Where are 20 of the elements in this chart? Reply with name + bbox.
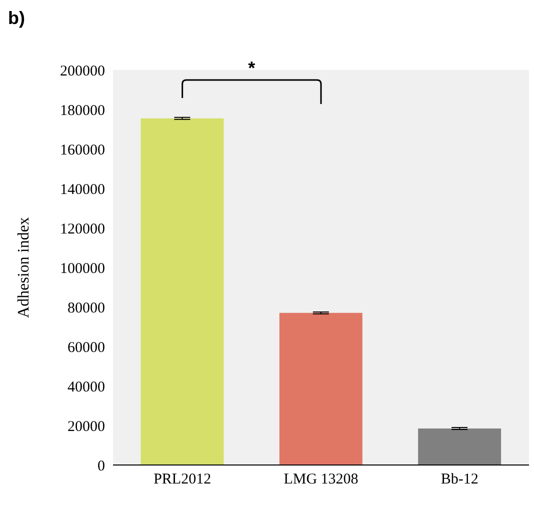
bar [279,312,362,465]
y-tick-label: 80000 [68,300,105,316]
y-tick-label: 180000 [60,102,105,119]
y-tick-label: 200000 [60,63,105,80]
y-tick-label: 120000 [60,221,105,238]
y-tick-label: 20000 [68,418,105,435]
x-tick-label: LMG 13208 [284,472,358,488]
y-tick-label: 0 [98,458,105,474]
y-tick-label: 100000 [60,260,105,277]
chart-title: b) [8,8,26,30]
x-tick-label: PRL2012 [154,472,212,488]
annotation: * [248,58,256,78]
y-tick-label: 160000 [60,142,105,158]
y-tick-label: 40000 [68,379,105,396]
y-axis-title: Adhesion index [16,217,33,318]
bar [418,428,502,465]
x-tick-label: Bb-12 [440,472,478,488]
bar [140,118,224,465]
y-tick-label: 60000 [68,340,105,356]
y-tick-label: 140000 [60,182,105,198]
